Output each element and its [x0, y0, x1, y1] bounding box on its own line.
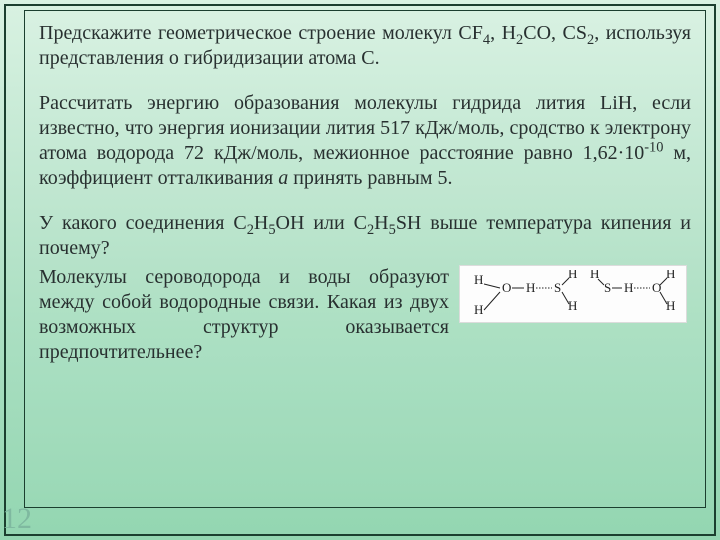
svg-text:H: H — [474, 302, 483, 317]
svg-text:O: O — [652, 280, 661, 295]
p1-text: Предскажите геометрическое строение моле… — [39, 22, 483, 44]
svg-text:H: H — [526, 280, 535, 295]
page-number: 12 — [2, 502, 32, 536]
p2-t3: принять равным 5. — [288, 167, 452, 189]
p3-t2: H — [254, 212, 268, 234]
svg-text:H: H — [568, 298, 577, 313]
svg-text:H: H — [666, 298, 675, 313]
paragraph-4: Молекулы сероводорода и воды образуют ме… — [39, 265, 449, 365]
p4-t1: Молекулы сероводорода и воды образуют ме… — [39, 266, 449, 363]
structure-diagram: HHOHSHHHSHOHH — [459, 265, 687, 323]
p2-t1: Рассчитать энергию образования молекулы … — [39, 92, 691, 164]
slide: Предскажите геометрическое строение моле… — [0, 0, 720, 540]
p3-t1: У какого соединения C — [39, 212, 247, 234]
svg-text:H: H — [666, 270, 675, 281]
p3-s1: 2 — [247, 222, 254, 238]
p3-t3: OH или C — [276, 212, 367, 234]
p3-s4: 5 — [389, 222, 396, 238]
svg-text:S: S — [604, 280, 611, 295]
svg-text:O: O — [502, 280, 511, 295]
structure-svg: HHOHSHHHSHOHH — [468, 270, 680, 318]
p1-text2: , H — [490, 22, 516, 44]
paragraph-4-row: Молекулы сероводорода и воды образуют ме… — [39, 265, 691, 369]
paragraph-2: Рассчитать энергию образования молекулы … — [39, 91, 691, 191]
p3-s2: 5 — [268, 222, 275, 238]
paragraph-3: У какого соединения C2H5OH или C2H5SH вы… — [39, 211, 691, 261]
p1-text3: CO, CS — [523, 22, 587, 44]
p2-italic: a — [278, 167, 288, 189]
svg-text:H: H — [590, 270, 599, 281]
p2-exp: -10 — [644, 139, 663, 155]
paragraph-1: Предскажите геометрическое строение моле… — [39, 21, 691, 71]
svg-text:H: H — [474, 272, 483, 287]
content-panel: Предскажите геометрическое строение моле… — [24, 10, 706, 508]
svg-text:S: S — [554, 280, 561, 295]
svg-text:H: H — [624, 280, 633, 295]
p1-sub1: 4 — [483, 32, 490, 48]
svg-text:H: H — [568, 270, 577, 281]
p3-t4: H — [374, 212, 388, 234]
